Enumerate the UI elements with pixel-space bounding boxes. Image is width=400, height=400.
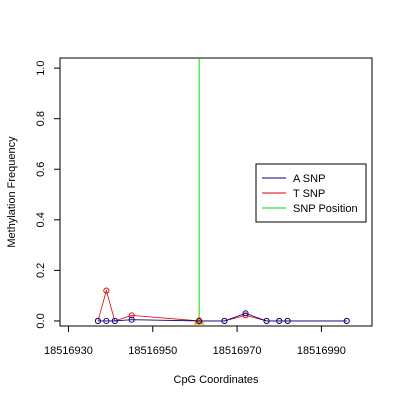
point-a-snp (343, 317, 350, 324)
snp-position-layer (193, 58, 205, 326)
x-tick-label: 18516990 (297, 345, 346, 357)
x-tick-label: 18516970 (213, 345, 262, 357)
point-a-snp (196, 317, 203, 324)
point-t-snp (242, 312, 249, 319)
point-a-snp (94, 317, 101, 324)
y-tick-label: 0.4 (35, 212, 47, 227)
series-line-t-snp (97, 289, 347, 322)
y-axis: 0.0 0.2 0.4 0.6 0.8 1.0 (35, 60, 61, 329)
x-axis-title: CpG Coordinates (174, 374, 259, 386)
x-axis: 18516930 18516950 18516970 18516990 (44, 325, 346, 357)
y-tick-label: 0.6 (35, 162, 47, 177)
point-a-snp (263, 317, 270, 324)
legend-label: SNP Position (293, 203, 358, 215)
snp-position-marker (193, 314, 205, 325)
y-tick-label: 0.0 (35, 313, 47, 328)
y-axis-title: Methylation Frequency (6, 136, 18, 248)
series-layer (94, 287, 350, 324)
point-t-snp (103, 287, 110, 294)
point-a-snp (221, 317, 228, 324)
point-a-snp (111, 317, 118, 324)
x-tick-label: 18516930 (44, 345, 93, 357)
legend-label: A SNP (293, 173, 325, 185)
point-a-snp (242, 310, 249, 317)
y-tick-label: 0.2 (35, 263, 47, 278)
point-t-snp (128, 312, 135, 319)
point-a-snp (276, 317, 283, 324)
x-tick-label: 18516950 (128, 345, 177, 357)
legend-label: T SNP (293, 188, 325, 200)
point-a-snp (284, 317, 291, 324)
legend: A SNP T SNP SNP Position (255, 163, 367, 223)
y-tick-label: 0.8 (35, 111, 47, 126)
y-tick-label: 1.0 (35, 60, 47, 75)
point-a-snp (103, 317, 110, 324)
point-a-snp (128, 316, 135, 323)
